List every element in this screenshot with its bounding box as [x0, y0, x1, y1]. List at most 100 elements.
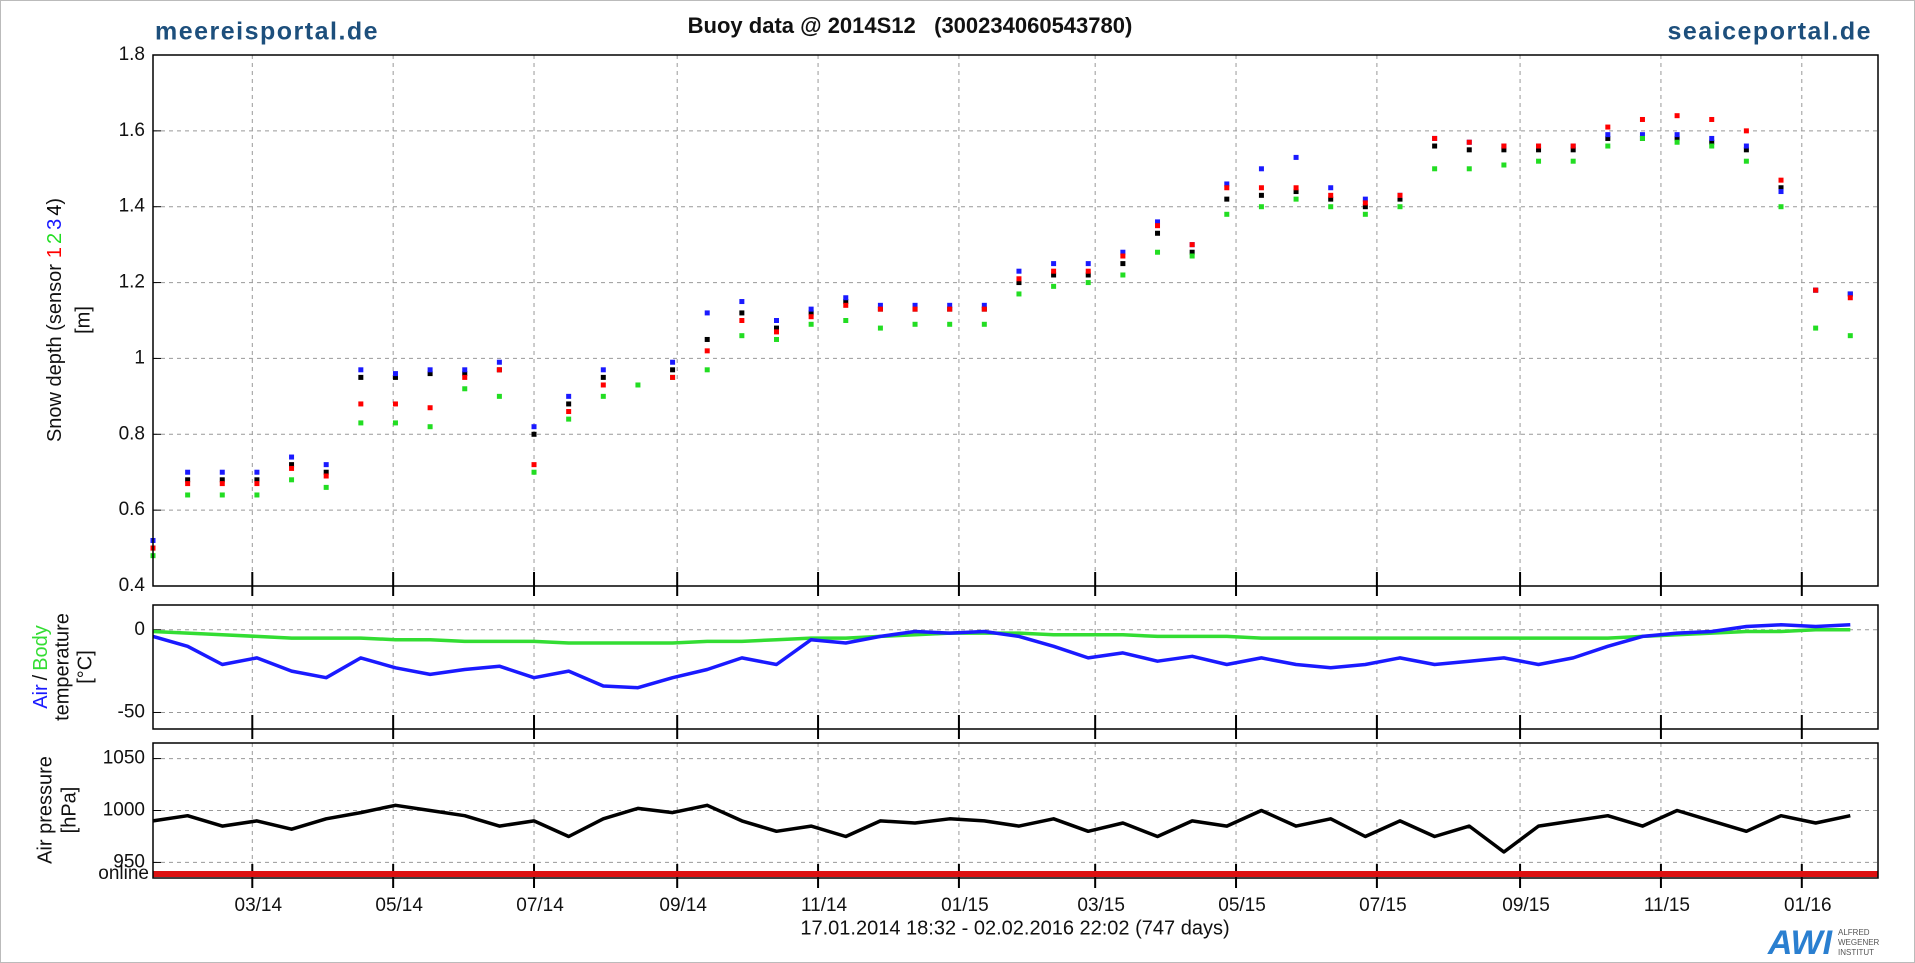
right-site: seaiceportal.de — [1667, 18, 1872, 46]
x-tick-label: 03/15 — [1077, 895, 1125, 916]
point — [600, 367, 606, 373]
point — [1639, 132, 1645, 138]
point — [462, 386, 468, 392]
legend-entry: 4 — [44, 205, 66, 216]
plot-frame — [152, 742, 1879, 879]
point — [912, 306, 918, 312]
line — [152, 623, 1851, 690]
point — [566, 401, 572, 407]
point — [808, 306, 814, 312]
plot-frame — [152, 604, 1879, 730]
point — [670, 367, 676, 373]
point — [1016, 291, 1022, 297]
point — [1466, 147, 1472, 153]
institute: ALFRED — [1838, 928, 1870, 937]
point — [1743, 158, 1749, 164]
point — [427, 405, 433, 411]
point — [1051, 261, 1057, 267]
point — [392, 420, 398, 426]
point — [427, 424, 433, 430]
point — [808, 314, 814, 320]
x-tick-label: 07/15 — [1359, 895, 1407, 916]
point — [1362, 200, 1368, 206]
point — [981, 321, 987, 327]
point — [1016, 280, 1022, 286]
point — [358, 374, 364, 380]
point — [739, 333, 745, 339]
point — [1293, 196, 1299, 202]
y-axis-label: Air pressure — [34, 756, 56, 864]
point — [1224, 185, 1230, 191]
point — [1085, 280, 1091, 286]
x-tick-label: 05/14 — [375, 895, 423, 916]
point — [877, 302, 883, 308]
point — [1328, 192, 1334, 198]
point — [947, 306, 953, 312]
point — [185, 481, 191, 487]
x-tick-label: 03/14 — [235, 895, 283, 916]
point — [1674, 113, 1680, 119]
point — [1743, 143, 1749, 149]
point — [566, 393, 572, 399]
point — [1536, 158, 1542, 164]
point — [219, 469, 225, 475]
y-label: Snow depth (sensor — [44, 264, 66, 442]
point — [1362, 204, 1368, 210]
x-tick-label: 07/14 — [516, 895, 564, 916]
point — [323, 484, 329, 490]
point — [219, 481, 225, 487]
point — [1328, 204, 1334, 210]
point — [496, 367, 502, 373]
point — [1120, 249, 1126, 255]
point — [1501, 143, 1507, 149]
point — [670, 374, 676, 380]
plot-frame — [152, 54, 1879, 587]
point — [496, 393, 502, 399]
legend: Air / Body — [30, 625, 52, 709]
point — [1258, 185, 1264, 191]
y-tick-label: 1000 — [103, 800, 145, 821]
point — [219, 492, 225, 498]
y-tick-label: 1050 — [103, 748, 145, 769]
point — [1432, 143, 1438, 149]
point — [600, 382, 606, 388]
point — [773, 336, 779, 342]
point — [704, 336, 710, 342]
point — [843, 299, 849, 305]
y-tick-label: 0 — [134, 619, 145, 640]
point — [531, 462, 537, 468]
point — [739, 318, 745, 323]
point — [1085, 261, 1091, 267]
point — [1778, 204, 1784, 210]
point — [1432, 166, 1438, 172]
point — [531, 469, 537, 475]
legend-entry: Body — [30, 625, 52, 671]
point — [877, 325, 883, 331]
point — [1743, 147, 1749, 153]
y-tick-label: 0.6 — [119, 499, 145, 520]
point — [254, 481, 260, 487]
point — [912, 302, 918, 308]
y-unit: [°C] — [74, 650, 96, 684]
point — [1155, 249, 1161, 255]
point — [1743, 128, 1749, 134]
point — [1570, 158, 1576, 164]
y-tick-label: -50 — [118, 701, 145, 722]
point — [392, 371, 398, 377]
point — [1293, 189, 1299, 195]
point — [1293, 185, 1299, 191]
point — [1466, 166, 1472, 172]
point — [670, 359, 676, 365]
point — [773, 325, 779, 331]
point — [1778, 189, 1784, 195]
point — [1813, 287, 1819, 293]
x-tick-label: 09/14 — [659, 895, 707, 916]
point — [531, 431, 537, 437]
point — [1362, 211, 1368, 217]
point — [392, 374, 398, 380]
point — [1085, 268, 1091, 274]
point — [358, 420, 364, 426]
status-label: online — [98, 863, 149, 884]
point — [1536, 147, 1542, 153]
point — [1397, 196, 1403, 202]
